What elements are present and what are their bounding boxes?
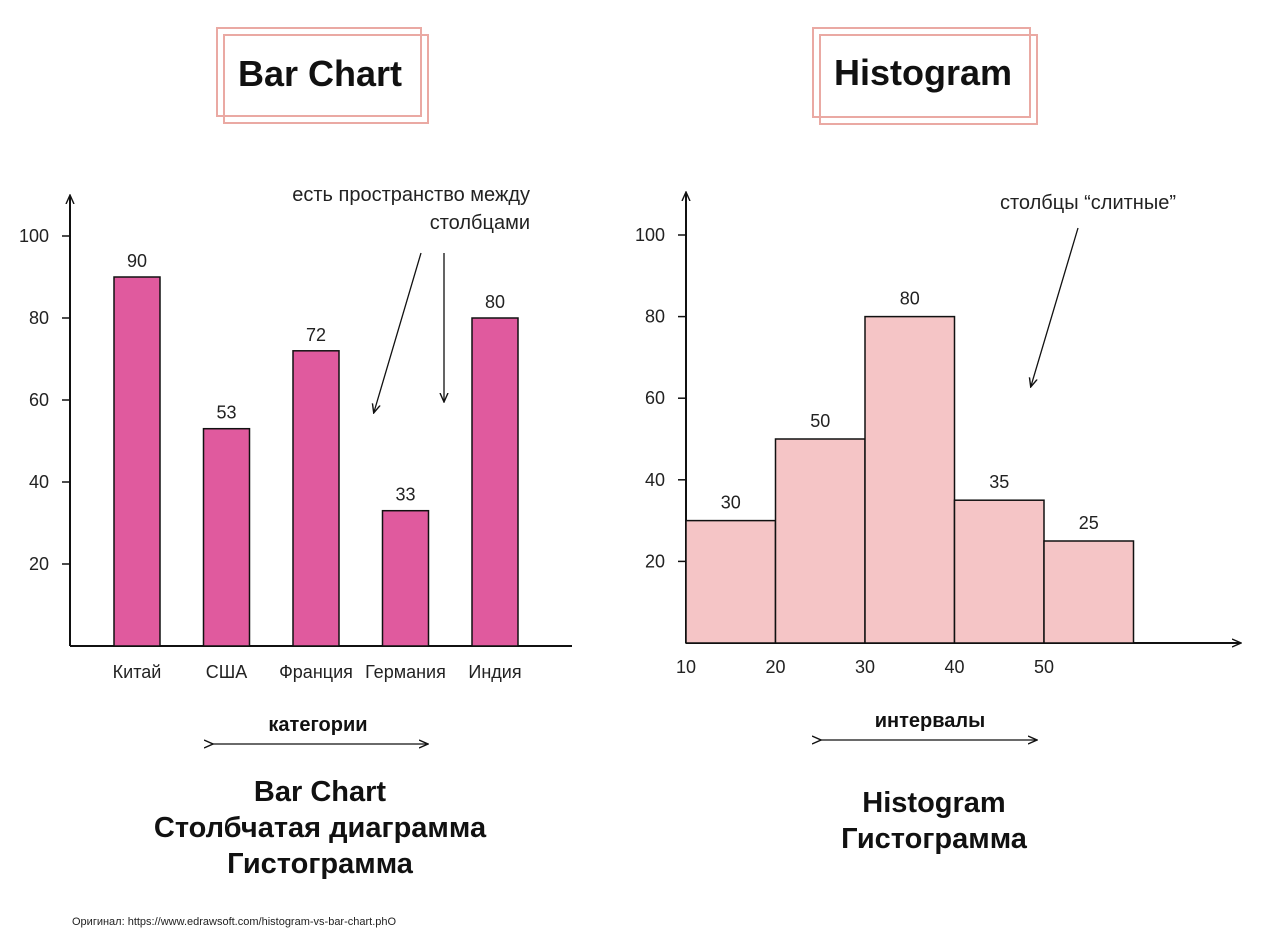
bar-category-label: США bbox=[206, 662, 248, 682]
bar-mark bbox=[471, 317, 519, 647]
histogram-title-box: Histogram bbox=[812, 27, 1042, 127]
hist-bin-mark bbox=[774, 438, 866, 644]
source-note: Оригинал: https://www.edrawsoft.com/hist… bbox=[72, 916, 397, 928]
hist-y-tick-label: 100 bbox=[635, 225, 665, 245]
title-frame-outer bbox=[216, 27, 422, 117]
hist-x-tick-label: 30 bbox=[855, 657, 875, 677]
caption-line: Столбчатая диаграмма bbox=[153, 812, 487, 844]
bar-category-label: Индия bbox=[468, 662, 521, 682]
histogram-chart: 20 40 60 80 100 30 50 80 35 25 10 20 30 40 50 bbox=[635, 193, 1240, 677]
hist-bin-mark bbox=[685, 519, 777, 644]
title-frame-inner bbox=[223, 34, 429, 124]
hist-y-tick-label: 60 bbox=[645, 388, 665, 408]
hist-bin-mark bbox=[1043, 540, 1135, 644]
hist-bin-mark bbox=[864, 315, 956, 644]
bar-y-tick-label: 40 bbox=[29, 472, 49, 492]
caption-line: Histogram bbox=[862, 787, 1006, 819]
bar-gap-pointer-arrow bbox=[374, 252, 422, 412]
title-frame-inner bbox=[819, 34, 1038, 125]
hist-bin-mark bbox=[953, 499, 1045, 644]
hist-x-tick-label: 20 bbox=[765, 657, 785, 677]
hist-data-label: 30 bbox=[721, 493, 741, 513]
bar-data-label: 72 bbox=[306, 325, 326, 345]
bar-category-label: Китай bbox=[113, 662, 162, 682]
bar-y-tick-label: 80 bbox=[29, 308, 49, 328]
bar-data-label: 80 bbox=[485, 292, 505, 312]
bar-data-label: 90 bbox=[127, 251, 147, 271]
hist-data-label: 25 bbox=[1079, 513, 1099, 533]
bar-axis-word: категории bbox=[268, 714, 367, 736]
hist-y-tick-label: 40 bbox=[645, 470, 665, 490]
hist-x-tick-label: 40 bbox=[944, 657, 964, 677]
bar-y-tick-label: 100 bbox=[19, 226, 49, 246]
hist-merged-pointer-arrow bbox=[1031, 227, 1079, 386]
bar-gap-note-line2: столбцами bbox=[430, 212, 530, 234]
hist-data-label: 50 bbox=[810, 411, 830, 431]
hist-data-label: 80 bbox=[900, 289, 920, 309]
bar-mark bbox=[113, 276, 161, 647]
hist-axis-word: интервалы bbox=[875, 710, 985, 732]
bar-chart-title-box: Bar Chart bbox=[216, 27, 432, 127]
title-frame-outer bbox=[812, 27, 1031, 118]
caption-line: Bar Chart bbox=[253, 776, 387, 808]
hist-merged-note: столбцы “слитные” bbox=[1000, 192, 1176, 214]
bar-chart-caption: Bar Chart Столбчатая диаграмма Гистограм… bbox=[120, 774, 520, 882]
bar-chart: 20 40 60 80 100 90 Китай 53 США 72 Франция 33 Герман… bbox=[19, 196, 572, 682]
histogram-title: Histogram bbox=[834, 52, 1013, 93]
hist-data-label: 35 bbox=[989, 472, 1009, 492]
hist-x-tick-label: 10 bbox=[676, 657, 696, 677]
hist-y-tick-label: 80 bbox=[645, 307, 665, 327]
bar-mark bbox=[292, 350, 340, 647]
hist-x-tick-label: 50 bbox=[1034, 657, 1054, 677]
bar-mark bbox=[202, 427, 251, 647]
histogram-caption: Histogram Гистограмма bbox=[734, 785, 1134, 857]
caption-line: Гистограмма bbox=[227, 848, 413, 880]
caption-line: Гистограмма bbox=[841, 823, 1027, 855]
bar-y-tick-label: 20 bbox=[29, 554, 49, 574]
bar-data-label: 53 bbox=[216, 403, 236, 423]
bar-category-label: Германия bbox=[365, 662, 446, 682]
bar-y-tick-label: 60 bbox=[29, 390, 49, 410]
hist-y-tick-label: 20 bbox=[645, 551, 665, 571]
bar-data-label: 33 bbox=[395, 485, 415, 505]
bar-chart-title: Bar Chart bbox=[238, 53, 403, 94]
bar-mark bbox=[381, 509, 430, 647]
bar-category-label: Франция bbox=[279, 662, 353, 682]
bar-gap-note-line1: есть пространство между bbox=[292, 184, 530, 206]
